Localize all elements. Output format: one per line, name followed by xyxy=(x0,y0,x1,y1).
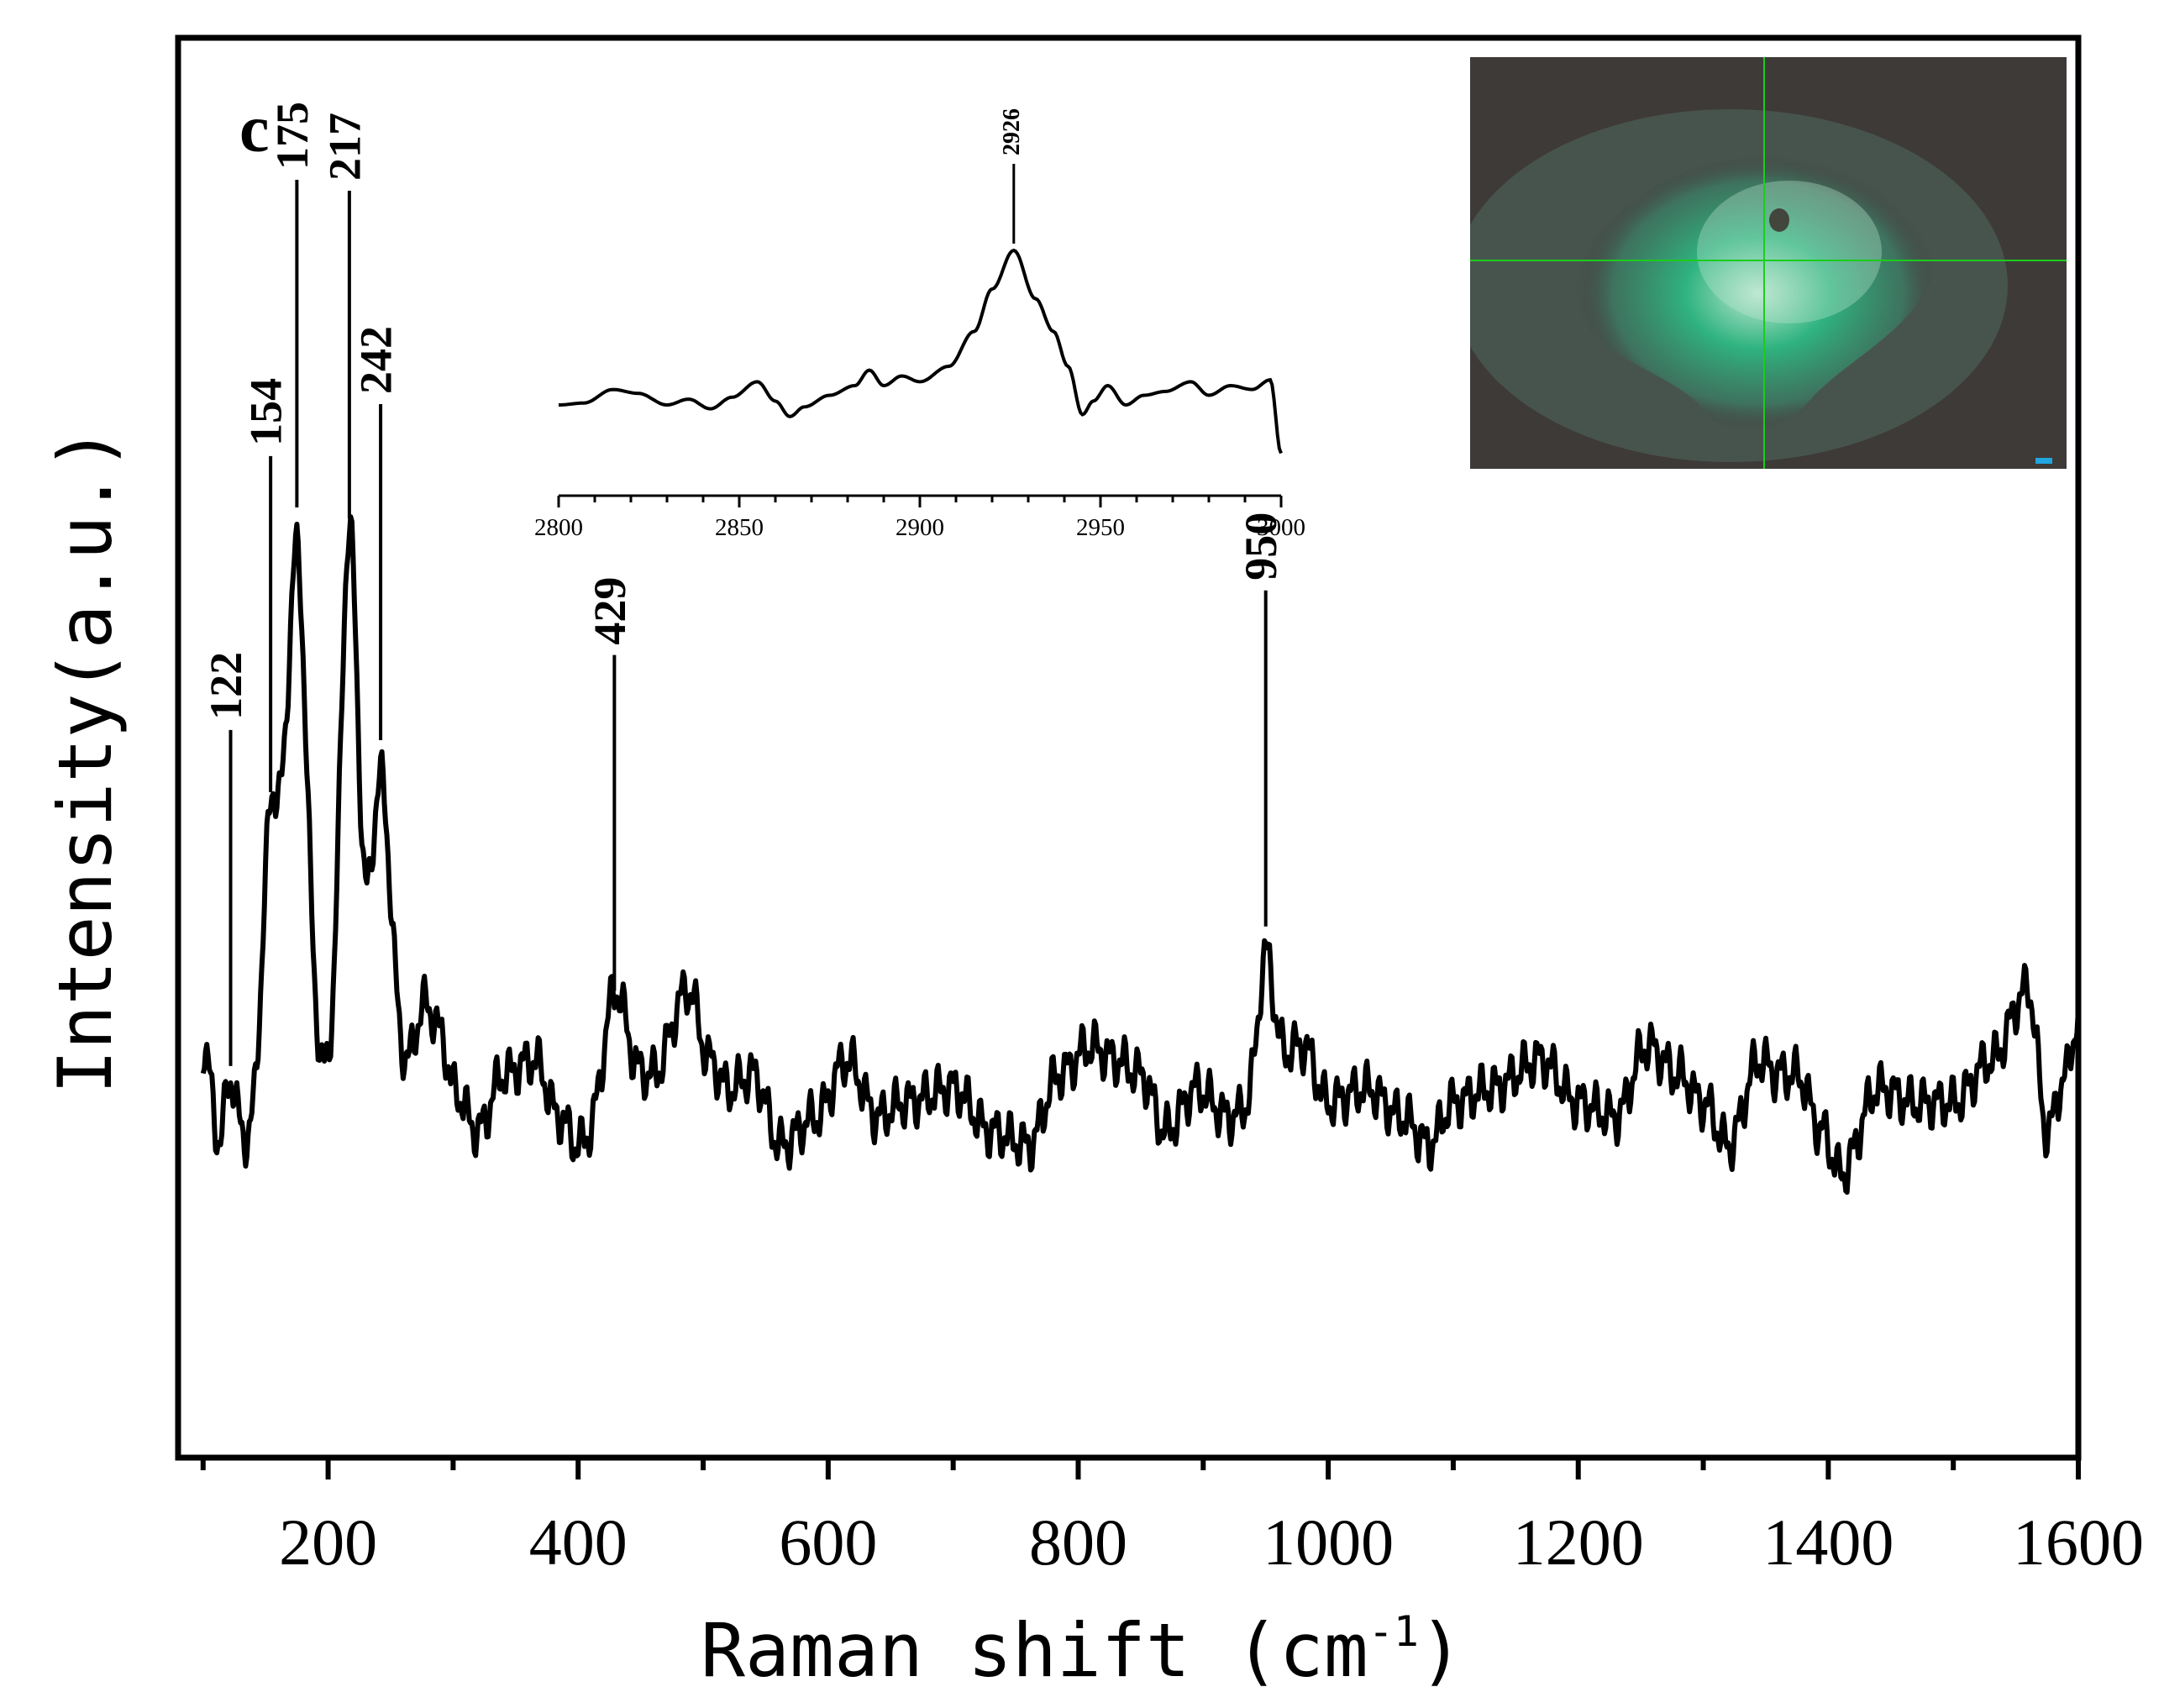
inset-x-tick-label-2950: 2950 xyxy=(1076,514,1125,541)
inset-peak-label-2926: 2926 xyxy=(999,108,1025,155)
peak-label-154: 154 xyxy=(241,378,292,446)
inset-x-tick-label-2850: 2850 xyxy=(715,514,764,541)
microscope-photo xyxy=(1470,57,2067,469)
y-axis-label: Intensity(a.u.) xyxy=(42,427,129,1095)
inset-x-ticks xyxy=(557,496,1283,507)
x-tick-label-1600: 1600 xyxy=(2013,1506,2144,1579)
peak-label-950: 950 xyxy=(1236,512,1286,581)
x-axis-label-close: ) xyxy=(1419,1607,1463,1694)
panel-label: c xyxy=(239,92,270,166)
peak-markers: 122 154 175 217 242 429 950 xyxy=(201,102,1286,1066)
inset-spectrum-line xyxy=(559,248,1283,455)
x-tick-label-1000: 1000 xyxy=(1263,1506,1394,1579)
peak-label-217: 217 xyxy=(319,113,370,181)
x-tick-label-600: 600 xyxy=(779,1506,877,1579)
x-axis-label-main: Raman shift (cm xyxy=(701,1607,1368,1694)
x-tick-label-200: 200 xyxy=(279,1506,377,1579)
x-tick-label-1400: 1400 xyxy=(1762,1506,1894,1579)
inset-x-tick-label-3000: 3000 xyxy=(1257,514,1305,541)
peak-label-175: 175 xyxy=(267,102,318,170)
plot-frame xyxy=(175,34,2082,1461)
peak-label-242: 242 xyxy=(350,326,401,394)
x-axis-label: Raman shift (cm-1) xyxy=(701,1607,1463,1694)
x-tick-label-800: 800 xyxy=(1029,1506,1127,1579)
x-tick-label-400: 400 xyxy=(529,1506,628,1579)
x-axis-ticks xyxy=(200,1458,2081,1479)
photo-dark-spot xyxy=(1769,208,1789,232)
x-axis-tick-labels: 200 400 600 800 1000 1200 1400 1600 xyxy=(279,1506,2144,1579)
inset-x-tick-label-2900: 2900 xyxy=(896,514,944,541)
peak-label-122: 122 xyxy=(201,652,251,720)
inset-chart: 2800 2850 2900 2950 3000 2926 xyxy=(534,108,1305,541)
photo-mineral-grain xyxy=(1575,154,1941,433)
photo-scale-bar xyxy=(2035,458,2052,464)
photo-grain-highlight xyxy=(1697,181,1882,323)
inset-x-tick-label-2800: 2800 xyxy=(534,514,583,541)
x-axis-label-superscript: -1 xyxy=(1368,1607,1419,1656)
x-tick-label-1200: 1200 xyxy=(1513,1506,1644,1579)
spectrum-line xyxy=(200,514,2081,1196)
peak-label-429: 429 xyxy=(585,577,635,645)
inset-peak-markers: 2926 xyxy=(999,108,1025,244)
inset-x-tick-labels: 2800 2850 2900 2950 3000 xyxy=(534,514,1305,541)
